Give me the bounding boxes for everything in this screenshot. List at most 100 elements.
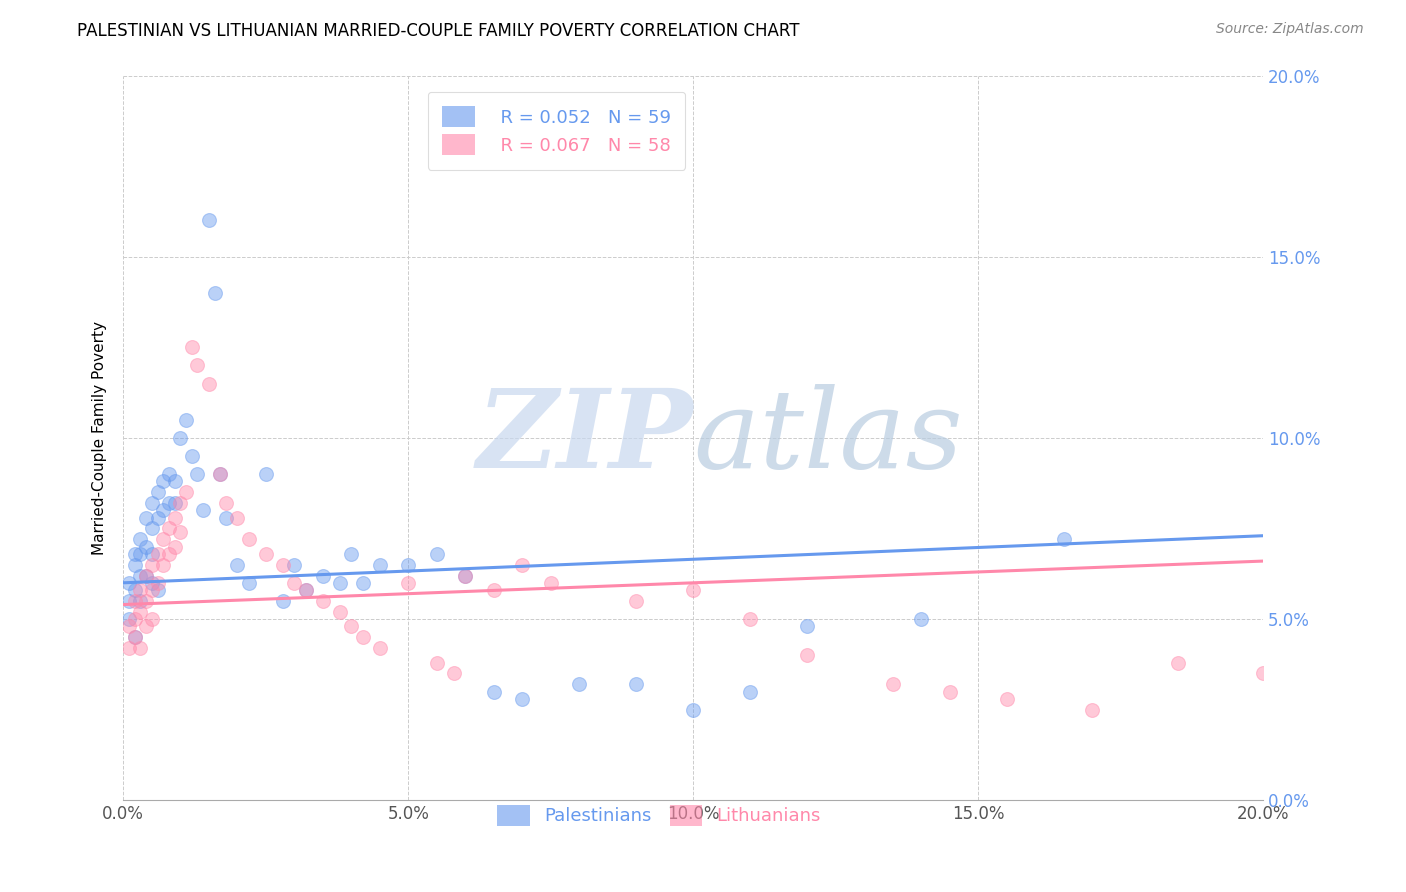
Point (118, 619, 141, 633)
Point (482, 582, 505, 597)
Point (226, 558, 249, 572)
Point (215, 510, 238, 524)
Point (396, 558, 419, 572)
Point (135, 594, 157, 608)
Point (129, 582, 152, 597)
Point (796, 619, 818, 633)
Point (368, 640, 391, 655)
Point (180, 340, 202, 354)
Point (124, 630, 146, 644)
Point (141, 558, 163, 572)
Point (294, 582, 316, 597)
Point (626, 677, 648, 691)
Point (129, 547, 152, 561)
Point (141, 612, 163, 626)
Point (340, 619, 363, 633)
Point (186, 467, 208, 482)
Point (141, 582, 163, 597)
Point (352, 630, 374, 644)
Point (157, 496, 180, 510)
Point (174, 485, 197, 500)
Point (283, 558, 305, 572)
Point (169, 496, 191, 510)
Point (329, 575, 352, 590)
Point (152, 558, 174, 572)
Y-axis label: Married-Couple Family Poverty: Married-Couple Family Poverty (93, 321, 107, 555)
Point (910, 612, 932, 626)
Point (135, 619, 157, 633)
Point (682, 703, 704, 717)
Point (510, 691, 533, 706)
Point (186, 359, 208, 373)
Point (1253, 666, 1275, 681)
Point (135, 568, 157, 582)
Point (283, 575, 305, 590)
Point (443, 666, 465, 681)
Point (163, 496, 186, 510)
Point (329, 605, 352, 619)
Point (238, 575, 260, 590)
Point (163, 475, 186, 489)
Point (124, 582, 146, 597)
Point (796, 648, 818, 663)
Point (939, 684, 962, 698)
Point (146, 575, 169, 590)
Point (118, 640, 141, 655)
Point (191, 503, 214, 517)
Point (118, 612, 141, 626)
Point (157, 521, 180, 535)
Point (124, 547, 146, 561)
Point (157, 547, 180, 561)
Point (1167, 656, 1189, 670)
Point (426, 656, 449, 670)
Point (146, 582, 169, 597)
Point (124, 630, 146, 644)
Point (118, 575, 141, 590)
Point (209, 467, 232, 482)
Point (254, 547, 277, 561)
Point (135, 540, 157, 554)
Point (1081, 703, 1104, 717)
Point (141, 575, 163, 590)
Text: PALESTINIAN VS LITHUANIAN MARRIED-COUPLE FAMILY POVERTY CORRELATION CHART: PALESTINIAN VS LITHUANIAN MARRIED-COUPLE… (77, 22, 800, 40)
Point (740, 612, 762, 626)
Point (180, 449, 202, 463)
Point (238, 533, 260, 547)
Point (454, 568, 477, 582)
Point (129, 568, 152, 582)
Point (626, 594, 648, 608)
Point (294, 582, 316, 597)
Point (152, 503, 174, 517)
Point (271, 558, 294, 572)
Point (995, 691, 1018, 706)
Point (141, 496, 163, 510)
Point (157, 467, 180, 482)
Point (118, 594, 141, 608)
Point (396, 575, 419, 590)
Point (129, 640, 152, 655)
Point (312, 568, 335, 582)
Point (340, 547, 363, 561)
Point (135, 510, 157, 524)
Legend: Palestinians, Lithuanians: Palestinians, Lithuanians (488, 796, 830, 835)
Point (198, 213, 221, 227)
Point (124, 594, 146, 608)
Point (152, 533, 174, 547)
Point (163, 510, 186, 524)
Point (454, 568, 477, 582)
Point (209, 467, 232, 482)
Point (882, 677, 904, 691)
Point (129, 605, 152, 619)
Point (124, 558, 146, 572)
Point (169, 431, 191, 445)
Point (204, 285, 226, 300)
Text: ZIP: ZIP (477, 384, 693, 491)
Point (482, 684, 505, 698)
Point (146, 510, 169, 524)
Point (141, 521, 163, 535)
Point (312, 594, 335, 608)
Point (146, 547, 169, 561)
Point (129, 533, 152, 547)
Point (1053, 533, 1076, 547)
Point (198, 376, 221, 391)
